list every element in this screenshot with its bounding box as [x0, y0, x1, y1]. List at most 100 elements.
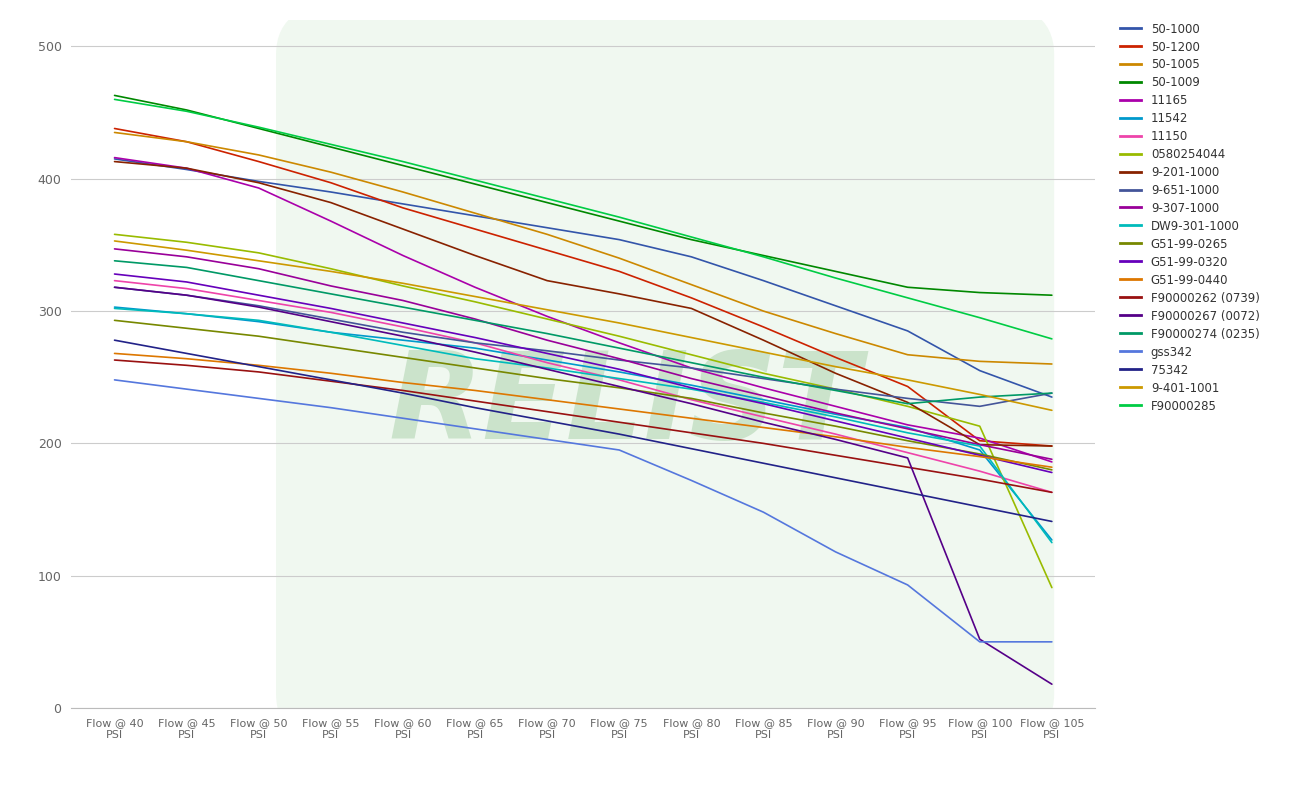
- 75342: [468, 403, 483, 413]
- 11165: [756, 383, 771, 393]
- 11542: [612, 367, 627, 377]
- gss342: [972, 637, 988, 646]
- F90000285: [179, 106, 194, 116]
- F90000274 (0235): [468, 315, 483, 325]
- 0580254044: [612, 331, 627, 341]
- G51-99-0320: [972, 450, 988, 460]
- 75342: [251, 362, 267, 371]
- 9-651-1000: [539, 346, 555, 355]
- F90000262 (0739): [251, 367, 267, 377]
- G51-99-0440: [251, 361, 267, 370]
- 50-1200: [756, 322, 771, 332]
- G51-99-0440: [612, 404, 627, 414]
- DW9-301-1000: [683, 384, 699, 394]
- Line: gss342: gss342: [114, 380, 1052, 642]
- Line: DW9-301-1000: DW9-301-1000: [114, 309, 1052, 542]
- 11542: [756, 395, 771, 405]
- 0580254044: [899, 402, 915, 411]
- 9-201-1000: [972, 440, 988, 450]
- 50-1200: [1045, 442, 1060, 451]
- 11150: [395, 322, 411, 332]
- 9-401-1001: [612, 318, 627, 328]
- F90000267 (0072): [899, 453, 915, 462]
- 11150: [251, 296, 267, 306]
- F90000285: [683, 232, 699, 242]
- Line: 9-401-1001: 9-401-1001: [114, 241, 1052, 410]
- F90000267 (0072): [106, 282, 122, 292]
- 9-307-1000: [251, 264, 267, 274]
- 75342: [179, 349, 194, 358]
- DW9-301-1000: [179, 309, 194, 318]
- 11542: [1045, 535, 1060, 545]
- Line: F90000274 (0235): F90000274 (0235): [114, 261, 1052, 404]
- F90000262 (0739): [828, 450, 844, 460]
- 50-1009: [251, 124, 267, 134]
- DW9-301-1000: [323, 327, 338, 337]
- 50-1009: [468, 179, 483, 189]
- 50-1200: [899, 382, 915, 391]
- 9-651-1000: [899, 394, 915, 403]
- G51-99-0320: [179, 277, 194, 286]
- G51-99-0265: [468, 363, 483, 373]
- 9-651-1000: [683, 363, 699, 373]
- 50-1200: [323, 178, 338, 187]
- 9-307-1000: [828, 408, 844, 418]
- F90000262 (0739): [899, 462, 915, 472]
- G51-99-0440: [1045, 462, 1060, 472]
- 50-1200: [972, 436, 988, 446]
- F90000285: [899, 293, 915, 302]
- 11165: [251, 183, 267, 193]
- F90000267 (0072): [612, 382, 627, 391]
- G51-99-0320: [106, 270, 122, 279]
- 0580254044: [179, 238, 194, 247]
- 0580254044: [323, 264, 338, 274]
- 50-1000: [395, 199, 411, 209]
- F90000274 (0235): [1045, 388, 1060, 398]
- F90000262 (0739): [395, 386, 411, 395]
- 9-201-1000: [106, 157, 122, 166]
- F90000274 (0235): [539, 329, 555, 338]
- G51-99-0320: [1045, 468, 1060, 478]
- 50-1005: [756, 306, 771, 316]
- 11165: [828, 402, 844, 411]
- 50-1009: [539, 198, 555, 207]
- 11150: [899, 448, 915, 458]
- F90000267 (0072): [1045, 679, 1060, 689]
- F90000262 (0739): [468, 396, 483, 406]
- 11542: [323, 327, 338, 337]
- 11150: [828, 430, 844, 439]
- 75342: [539, 416, 555, 426]
- Line: 75342: 75342: [114, 340, 1052, 522]
- 9-651-1000: [179, 290, 194, 300]
- 9-201-1000: [323, 198, 338, 207]
- gss342: [251, 394, 267, 403]
- 11542: [468, 343, 483, 353]
- DW9-301-1000: [539, 363, 555, 373]
- DW9-301-1000: [106, 304, 122, 314]
- 9-651-1000: [756, 374, 771, 383]
- 50-1009: [1045, 290, 1060, 300]
- gss342: [828, 547, 844, 557]
- F90000285: [323, 139, 338, 149]
- 50-1009: [756, 250, 771, 260]
- 11542: [395, 335, 411, 345]
- 9-201-1000: [468, 250, 483, 260]
- DW9-301-1000: [828, 412, 844, 422]
- Line: F90000267 (0072): F90000267 (0072): [114, 287, 1052, 684]
- 75342: [1045, 517, 1060, 526]
- gss342: [612, 445, 627, 454]
- DW9-301-1000: [972, 442, 988, 451]
- 9-307-1000: [539, 335, 555, 345]
- 9-401-1001: [468, 292, 483, 302]
- 50-1000: [323, 187, 338, 197]
- 75342: [612, 430, 627, 439]
- DW9-301-1000: [395, 341, 411, 350]
- 11165: [323, 216, 338, 226]
- 11150: [106, 276, 122, 286]
- 11150: [179, 284, 194, 294]
- F90000267 (0072): [323, 317, 338, 326]
- 9-401-1001: [179, 246, 194, 255]
- 50-1005: [251, 150, 267, 160]
- G51-99-0265: [395, 353, 411, 362]
- 11542: [683, 380, 699, 390]
